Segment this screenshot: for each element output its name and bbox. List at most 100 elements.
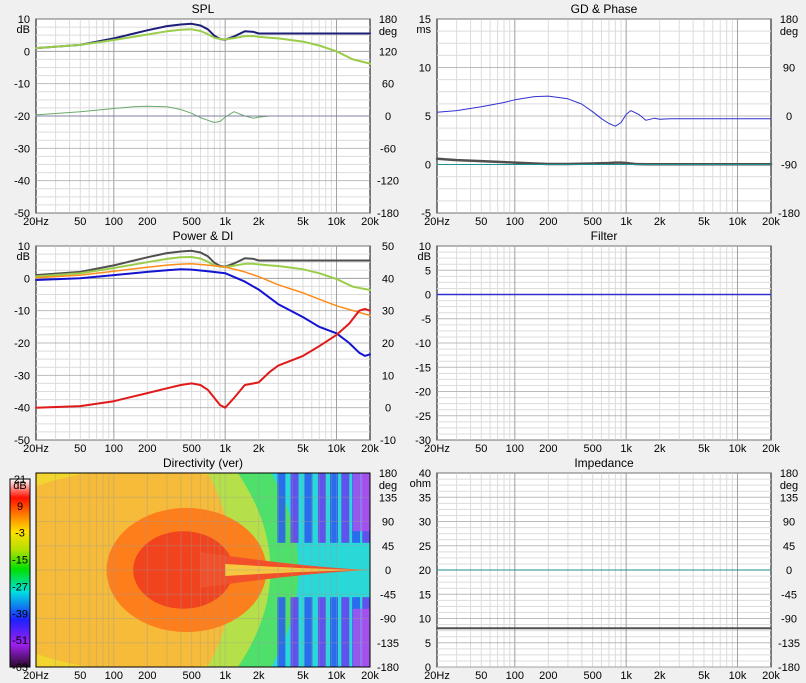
x-tick-label: 10k — [328, 216, 346, 228]
heatmap-lobe-upper — [277, 473, 286, 543]
y-tick-label-right: 90 — [783, 63, 795, 75]
x-tick-label: 1k — [219, 216, 231, 228]
colorbar-tick-label: -15 — [12, 555, 28, 567]
colorbar-tick-label: -51 — [12, 635, 28, 647]
y-tick-label-right: 135 — [379, 492, 397, 504]
y-tick-label-left: 0 — [24, 273, 30, 285]
heatmap-lobe-magenta — [352, 473, 370, 532]
colorbar-tick-label: 21 — [14, 474, 26, 486]
y-tick-label-right: 90 — [382, 517, 394, 529]
x-tick-label: 500 — [583, 443, 601, 455]
heatmap-band-red — [133, 531, 234, 609]
x-tick-label: 50 — [475, 216, 487, 228]
heatmap-lobe-lower — [304, 597, 313, 667]
x-tick-label: 20Hz — [23, 443, 49, 455]
x-tick-label: 500 — [182, 443, 200, 455]
power-series-2 — [35, 263, 371, 317]
x-tick-label: 200 — [138, 670, 156, 682]
y-tick-label-right: 50 — [382, 241, 394, 253]
power-series-4 — [35, 308, 371, 409]
y-tick-label-right: 0 — [786, 111, 792, 123]
y-tick-label-right: -10 — [380, 435, 396, 447]
y-tick-label-right: 40 — [382, 273, 394, 285]
y-unit-label-left: dB — [17, 24, 30, 36]
y-tick-label-left: -25 — [415, 411, 431, 423]
x-tick-label: 20Hz — [424, 443, 450, 455]
x-tick-label: 200 — [138, 216, 156, 228]
x-tick-label: 100 — [506, 216, 524, 228]
gd-panel: GD & Phase151050-5ms180900-90-180deg20Hz… — [416, 2, 800, 228]
directivity-panel: Directivity (ver) 21 9 -3 -15 -27 -39 -51 -63 dB 1… — [9, 456, 399, 682]
y-tick-label-right: 135 — [780, 492, 798, 504]
heatmap-lobe-lower — [330, 597, 339, 667]
y-tick-label-right: 180 — [780, 14, 798, 26]
colorbar-tick-label: -3 — [15, 528, 25, 540]
x-tick-label: 20k — [361, 670, 379, 682]
colorbar-tick-label: -39 — [12, 608, 28, 620]
colorbar-unit-label: dB — [13, 480, 26, 492]
x-tick-label: 200 — [138, 443, 156, 455]
y-tick-label-right: 60 — [382, 79, 394, 91]
heatmap-lobe-lower — [277, 597, 286, 667]
x-tick-label: 5k — [698, 443, 710, 455]
y-tick-label-right: -180 — [778, 662, 800, 674]
y-tick-label-left: 15 — [419, 14, 431, 26]
y-tick-label-left: -20 — [14, 338, 30, 350]
x-tick-label: 10k — [729, 443, 747, 455]
y-unit-label-right: deg — [780, 480, 798, 492]
heatmap-beam-core — [225, 564, 370, 576]
y-tick-label-right: -135 — [377, 638, 399, 650]
x-tick-label: 2k — [654, 670, 666, 682]
y-tick-label-left: 15 — [419, 589, 431, 601]
spl-title: SPL — [192, 2, 215, 16]
y-tick-label-right: 0 — [786, 565, 792, 577]
gd-title: GD & Phase — [571, 2, 638, 16]
y-tick-label-left: -20 — [415, 387, 431, 399]
x-tick-label: 1k — [620, 216, 632, 228]
y-tick-label-right: -180 — [778, 208, 800, 220]
y-tick-label-left: 0 — [24, 46, 30, 58]
y-tick-label-right: 45 — [783, 541, 795, 553]
x-tick-label: 200 — [539, 443, 557, 455]
x-tick-label: 20k — [762, 670, 780, 682]
y-unit-label-left: dB — [17, 251, 30, 263]
y-unit-label-left: ohm — [410, 478, 431, 490]
y-tick-label-left: 30 — [419, 517, 431, 529]
x-tick-label: 5k — [698, 670, 710, 682]
x-tick-label: 20Hz — [424, 216, 450, 228]
x-tick-label: 5k — [698, 216, 710, 228]
y-tick-label-right: -60 — [380, 143, 396, 155]
x-tick-label: 100 — [506, 443, 524, 455]
y-tick-label-left: 0 — [425, 662, 431, 674]
x-tick-label: 20Hz — [23, 670, 49, 682]
y-tick-label-left: -5 — [421, 314, 431, 326]
y-tick-label-right: -90 — [380, 614, 396, 626]
x-tick-label: 500 — [182, 670, 200, 682]
x-tick-label: 20k — [361, 216, 379, 228]
x-tick-label: 500 — [583, 670, 601, 682]
x-tick-label: 500 — [182, 216, 200, 228]
y-tick-label-right: 45 — [382, 541, 394, 553]
power-title: Power & DI — [173, 229, 234, 243]
y-tick-label-right: -180 — [377, 662, 399, 674]
y-tick-label-right: 180 — [379, 14, 397, 26]
x-tick-label: 50 — [74, 670, 86, 682]
y-tick-label-right: -45 — [781, 589, 797, 601]
x-tick-label: 5k — [297, 443, 309, 455]
heatmap-lobe-upper — [341, 473, 350, 543]
y-tick-label-left: -30 — [14, 370, 30, 382]
power-series-3 — [35, 268, 371, 357]
y-tick-label-left: 0 — [425, 290, 431, 302]
spl-series-1 — [35, 28, 371, 65]
y-tick-label-left: -10 — [14, 79, 30, 91]
y-tick-label-left: 40 — [419, 468, 431, 480]
y-tick-label-right: 0 — [385, 565, 391, 577]
y-tick-label-right: -180 — [377, 208, 399, 220]
y-tick-label-right: 0 — [385, 111, 391, 123]
x-tick-label: 50 — [74, 443, 86, 455]
y-tick-label-left: -50 — [14, 435, 30, 447]
y-tick-label-right: 20 — [382, 338, 394, 350]
heatmap-lobe-upper — [330, 473, 339, 543]
x-tick-label: 2k — [253, 216, 265, 228]
